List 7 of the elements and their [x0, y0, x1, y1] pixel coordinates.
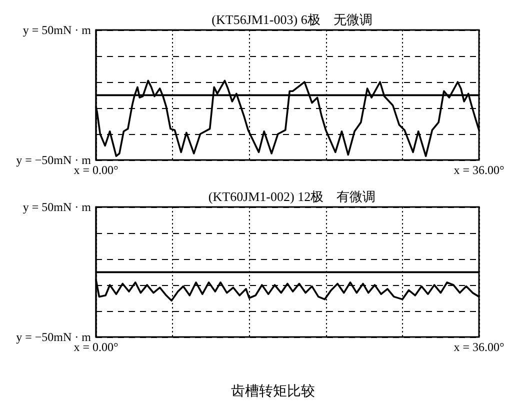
- chart-title: (KT60JM1-002) 12极 有微调: [208, 189, 376, 204]
- y-tick-label: y = 50mN · m: [22, 200, 92, 214]
- x-tick-label: x = 36.00°: [454, 163, 504, 177]
- text: 齿槽转矩比较: [231, 384, 315, 400]
- y-tick-label: y = 50mN · m: [22, 23, 92, 37]
- chart-title: (KT56JM1-003) 6极 无微调: [212, 12, 372, 27]
- x-tick-label: x = 36.00°: [454, 340, 504, 354]
